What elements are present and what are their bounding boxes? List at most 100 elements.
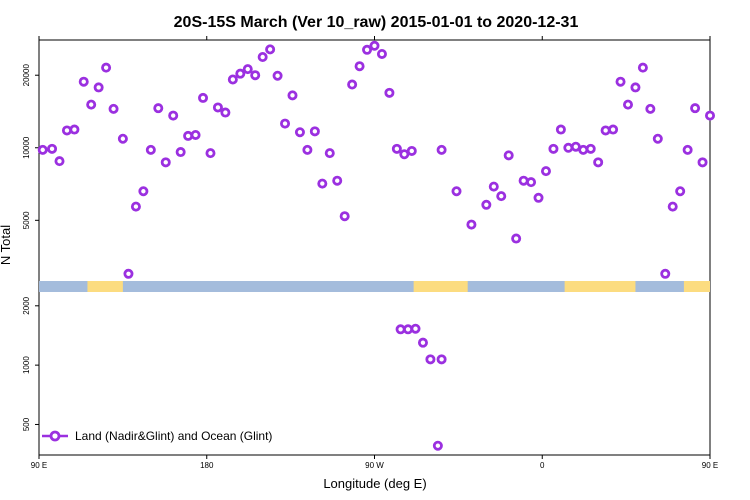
land-segments bbox=[87, 281, 710, 292]
data-point-upper-29 bbox=[257, 52, 268, 63]
data-point-upper-15 bbox=[153, 103, 164, 114]
data-point-upper-37 bbox=[317, 178, 328, 189]
data-point-lower-2 bbox=[410, 323, 421, 334]
data-point-upper-49 bbox=[406, 145, 417, 156]
data-point-lower-3 bbox=[417, 337, 428, 348]
lower-panel-points bbox=[395, 323, 447, 451]
y-upper-tick-label-0: 5000 bbox=[22, 211, 31, 229]
data-point-upper-1 bbox=[47, 143, 58, 154]
data-point-upper-6 bbox=[86, 99, 97, 110]
data-point-upper-44 bbox=[369, 40, 380, 51]
x-axis-ticks: 90 E 180 90 W 0 90 E bbox=[31, 455, 718, 470]
data-point-upper-53 bbox=[481, 199, 492, 210]
data-point-upper-52 bbox=[466, 219, 477, 230]
data-point-upper-10 bbox=[117, 133, 128, 144]
data-point-upper-3 bbox=[61, 125, 72, 136]
y-lower-tick-label-0: 500 bbox=[22, 417, 31, 431]
data-point-upper-20 bbox=[190, 129, 201, 140]
x-tick-label-0: 90 E bbox=[31, 461, 47, 470]
data-point-upper-82 bbox=[697, 157, 708, 168]
data-point-lower-4 bbox=[425, 354, 436, 365]
data-point-upper-26 bbox=[235, 68, 246, 79]
y-axis-label: N Total bbox=[0, 225, 13, 265]
y-axis-lower-ticks: 500 1000 2000 bbox=[22, 296, 39, 431]
x-axis-label: Longitude (deg E) bbox=[323, 476, 426, 491]
data-point-upper-38 bbox=[324, 148, 335, 159]
data-point-upper-0 bbox=[37, 144, 48, 155]
data-point-upper-57 bbox=[511, 233, 522, 244]
data-point-upper-25 bbox=[227, 74, 238, 85]
data-point-upper-67 bbox=[585, 143, 596, 154]
data-point-lower-5 bbox=[432, 440, 443, 451]
land-segment-3 bbox=[683, 281, 710, 292]
upper-panel-points bbox=[37, 40, 716, 279]
data-point-upper-70 bbox=[608, 124, 619, 135]
data-point-upper-43 bbox=[362, 44, 373, 55]
x-tick-label-3: 0 bbox=[540, 461, 545, 470]
data-point-upper-36 bbox=[309, 126, 320, 137]
data-point-upper-28 bbox=[250, 70, 261, 81]
data-point-upper-62 bbox=[548, 143, 559, 154]
land-segment-1 bbox=[413, 281, 468, 292]
data-point-upper-33 bbox=[287, 90, 298, 101]
data-point-upper-74 bbox=[637, 62, 648, 73]
data-point-upper-81 bbox=[690, 103, 701, 114]
data-point-upper-13 bbox=[138, 186, 149, 197]
data-point-upper-40 bbox=[339, 211, 350, 222]
data-point-upper-45 bbox=[376, 48, 387, 59]
data-point-upper-75 bbox=[645, 103, 656, 114]
data-point-upper-50 bbox=[436, 144, 447, 155]
data-point-upper-32 bbox=[280, 118, 291, 129]
data-point-upper-9 bbox=[108, 103, 119, 114]
data-point-upper-30 bbox=[265, 44, 276, 55]
data-point-upper-63 bbox=[555, 124, 566, 135]
x-tick-label-4: 90 E bbox=[702, 461, 718, 470]
data-point-upper-11 bbox=[123, 268, 134, 279]
data-point-upper-23 bbox=[212, 102, 223, 113]
x-tick-label-2: 90 W bbox=[365, 461, 384, 470]
data-point-upper-61 bbox=[540, 166, 551, 177]
data-point-upper-2 bbox=[54, 156, 65, 167]
data-point-upper-73 bbox=[630, 82, 641, 93]
data-point-upper-59 bbox=[526, 177, 537, 188]
data-point-upper-76 bbox=[652, 133, 663, 144]
plot-frame bbox=[38, 39, 711, 456]
data-point-upper-64 bbox=[563, 142, 574, 153]
x-axis-top-ticks bbox=[38, 36, 711, 40]
data-point-upper-60 bbox=[533, 192, 544, 203]
data-point-upper-5 bbox=[78, 76, 89, 87]
data-point-upper-58 bbox=[518, 175, 529, 186]
data-point-upper-42 bbox=[354, 61, 365, 72]
data-point-upper-39 bbox=[332, 175, 343, 186]
data-point-upper-72 bbox=[622, 99, 633, 110]
data-point-lower-6 bbox=[436, 354, 447, 365]
data-point-upper-7 bbox=[93, 82, 104, 93]
data-point-upper-68 bbox=[593, 157, 604, 168]
data-point-upper-21 bbox=[198, 92, 209, 103]
data-point-upper-55 bbox=[496, 191, 507, 202]
legend-label: Land (Nadir&Glint) and Ocean (Glint) bbox=[75, 429, 272, 443]
y-upper-tick-label-1: 10000 bbox=[22, 136, 31, 159]
data-point-upper-17 bbox=[168, 110, 179, 121]
data-point-upper-34 bbox=[294, 127, 305, 138]
legend: Land (Nadir&Glint) and Ocean (Glint) bbox=[42, 429, 272, 443]
data-point-upper-51 bbox=[451, 186, 462, 197]
data-point-upper-41 bbox=[347, 79, 358, 90]
data-point-upper-18 bbox=[175, 147, 186, 158]
legend-marker bbox=[49, 430, 61, 442]
data-point-upper-79 bbox=[675, 186, 686, 197]
data-point-upper-54 bbox=[488, 181, 499, 192]
data-point-upper-47 bbox=[391, 143, 402, 154]
data-point-upper-16 bbox=[160, 157, 171, 168]
ocean-strip bbox=[39, 281, 710, 292]
data-point-upper-78 bbox=[667, 201, 678, 212]
y-lower-tick-label-2: 2000 bbox=[22, 296, 31, 314]
data-point-upper-46 bbox=[384, 87, 395, 98]
data-point-upper-66 bbox=[578, 144, 589, 155]
x-tick-label-1: 180 bbox=[200, 461, 214, 470]
data-point-upper-14 bbox=[145, 144, 156, 155]
data-point-upper-71 bbox=[615, 76, 626, 87]
y-upper-tick-label-2: 20000 bbox=[22, 64, 31, 87]
data-point-upper-56 bbox=[503, 150, 514, 161]
